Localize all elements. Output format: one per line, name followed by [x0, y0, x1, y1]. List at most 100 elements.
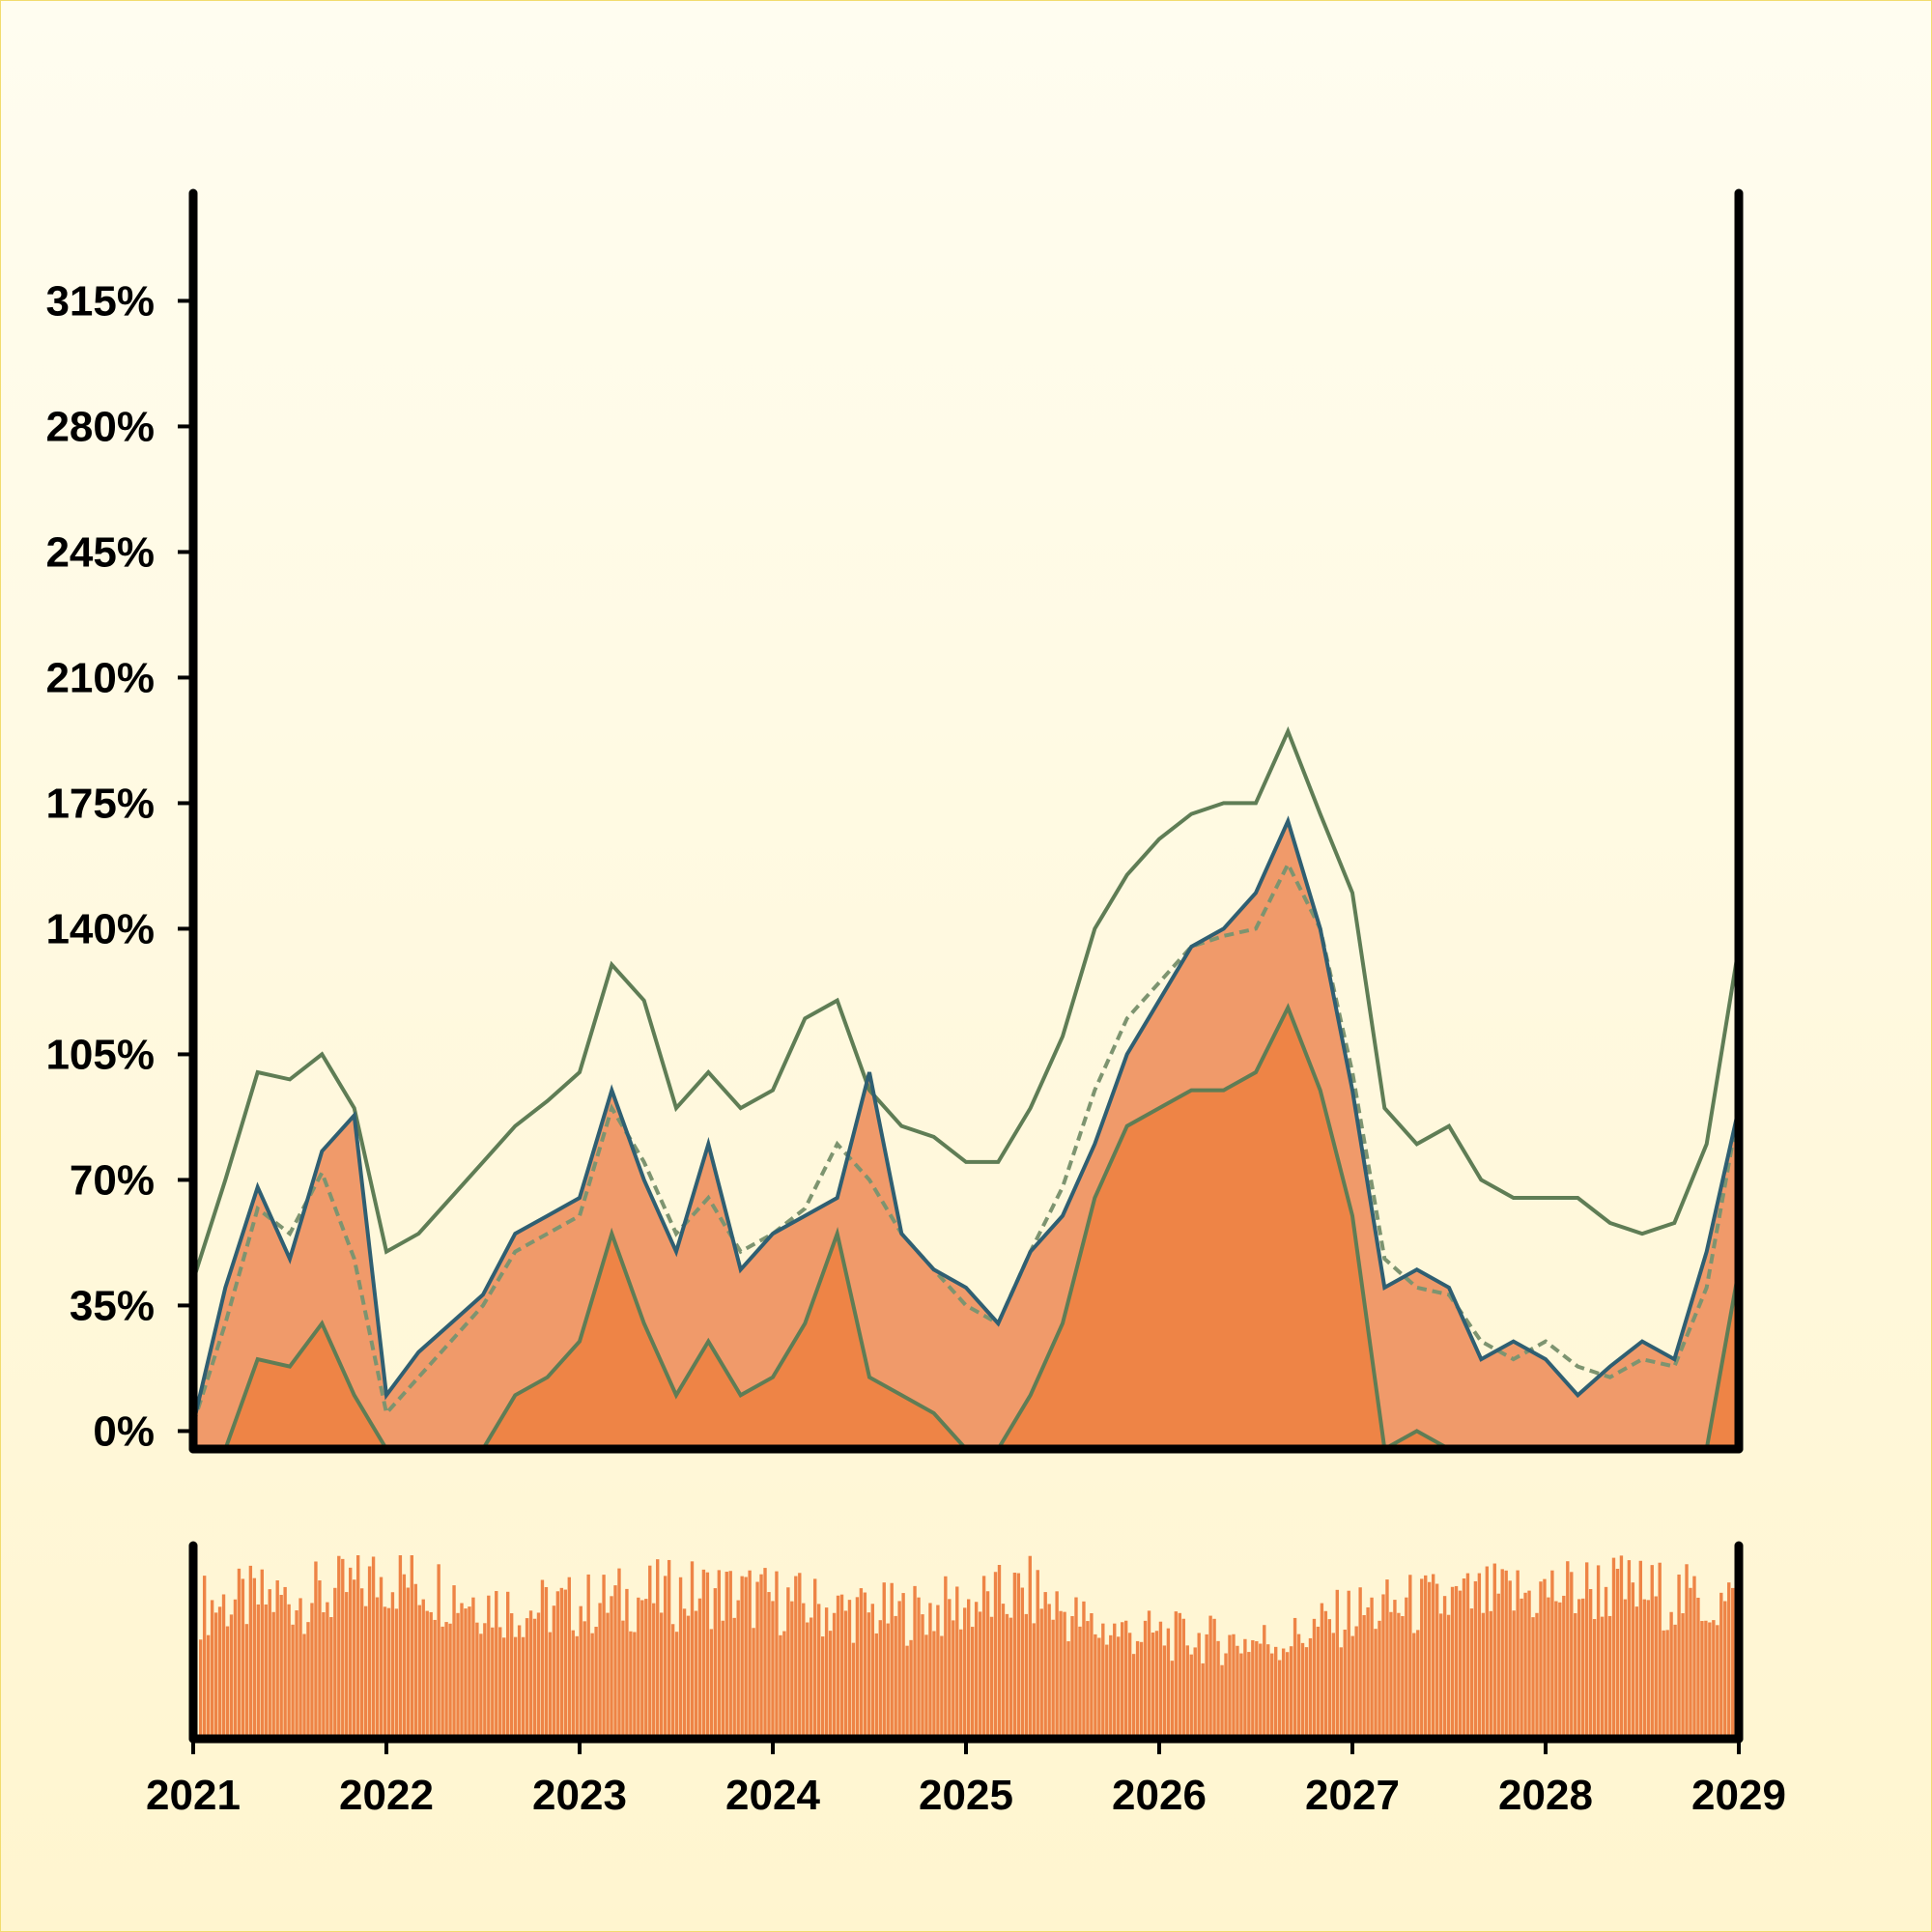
volume-bar [1327, 1619, 1332, 1739]
volume-bar [283, 1586, 287, 1739]
volume-bar [210, 1600, 214, 1739]
volume-bar [1189, 1654, 1193, 1739]
volume-bar [878, 1620, 882, 1739]
volume-bar [670, 1624, 675, 1739]
volume-bar [1520, 1598, 1523, 1739]
volume-bar [886, 1623, 890, 1739]
volume-bar [322, 1612, 326, 1739]
volume-bar [1094, 1634, 1097, 1739]
volume-bar [863, 1592, 867, 1739]
volume-bar [1239, 1653, 1243, 1739]
volume-bar [528, 1610, 533, 1739]
volume-bar [586, 1574, 590, 1739]
volume-bar [1158, 1621, 1163, 1739]
volume-bar [1293, 1617, 1297, 1739]
volume-bar [1662, 1630, 1665, 1739]
volume-bar [928, 1603, 932, 1739]
volume-bar [1378, 1620, 1381, 1739]
volume-bar [767, 1592, 771, 1739]
volume-bar [487, 1595, 491, 1739]
volume-bar [944, 1576, 948, 1739]
volume-bar [506, 1591, 510, 1739]
volume-bar [221, 1594, 226, 1739]
volume-bar [663, 1576, 668, 1739]
volume-bar [1009, 1617, 1013, 1739]
volume-bar [1228, 1634, 1232, 1739]
volume-bar [1611, 1557, 1616, 1739]
middle-band-line [191, 860, 1741, 1425]
volume-bar [1274, 1646, 1278, 1739]
volume-bar [244, 1624, 249, 1739]
volume-bar [1032, 1623, 1036, 1739]
volume-bar [229, 1614, 234, 1739]
volume-bar [298, 1598, 302, 1739]
volume-bar [575, 1635, 579, 1739]
volume-bar [1304, 1647, 1309, 1739]
volume-bar [1385, 1579, 1389, 1739]
volume-bar [1631, 1582, 1635, 1739]
volume-bar [379, 1577, 384, 1739]
volume-bar [1012, 1573, 1017, 1739]
volume-bar [836, 1595, 840, 1739]
volume-bar [390, 1592, 395, 1739]
volume-bar [1527, 1590, 1531, 1739]
volume-bar [874, 1633, 878, 1739]
volume-bar [1508, 1580, 1512, 1739]
volume-bar [345, 1592, 349, 1739]
volume-bar [475, 1622, 479, 1739]
volume-bar [1570, 1572, 1574, 1739]
volume-bar [1316, 1626, 1321, 1739]
volume-bar [686, 1615, 691, 1739]
volume-bar [1082, 1601, 1086, 1739]
volume-bar [859, 1588, 864, 1739]
volume-bar [206, 1634, 211, 1739]
volume-bar [1123, 1620, 1128, 1739]
volume-bar [1312, 1618, 1317, 1739]
volume-bar [394, 1608, 399, 1739]
volume-bar [839, 1594, 844, 1739]
volume-bar [241, 1578, 245, 1739]
volume-bar [440, 1626, 444, 1739]
volume-bar [1358, 1587, 1362, 1739]
volume-bar [1450, 1586, 1455, 1739]
volume-bar [1681, 1613, 1685, 1739]
volume-bar [314, 1561, 318, 1739]
volume-bar [790, 1601, 794, 1739]
volume-bar [548, 1632, 553, 1739]
volume-bar [678, 1577, 683, 1739]
volume-bar [302, 1634, 306, 1739]
volume-bar [1381, 1594, 1385, 1739]
volume-bar [974, 1602, 979, 1739]
volume-bar [1412, 1633, 1416, 1739]
volume-bar [1070, 1615, 1074, 1739]
volume-bar [1224, 1653, 1228, 1739]
volume-bar [202, 1576, 207, 1739]
price-line [191, 815, 1741, 1425]
volume-bar [371, 1556, 376, 1739]
volume-bar [901, 1593, 905, 1739]
volume-bar [1090, 1613, 1094, 1739]
volume-bar [755, 1581, 759, 1739]
volume-bar [701, 1569, 706, 1739]
volume-bar [1086, 1621, 1090, 1739]
volume-bar [721, 1620, 724, 1739]
volume-bar [1550, 1570, 1554, 1739]
volume-bar [1669, 1611, 1673, 1739]
volume-bar [1481, 1612, 1486, 1739]
y-tick-label: 105% [45, 1031, 155, 1078]
volume-bar [406, 1587, 411, 1739]
volume-bar [1623, 1599, 1628, 1739]
volume-bar [1005, 1613, 1009, 1739]
volume-bar [1658, 1562, 1662, 1739]
volume-bar [1066, 1641, 1070, 1739]
volume-bar [552, 1605, 556, 1739]
volume-bar [1055, 1591, 1059, 1739]
volume-bar [1370, 1597, 1374, 1739]
volume-bar [997, 1564, 1002, 1739]
volume-bar [1604, 1586, 1608, 1739]
volume-bar [1208, 1615, 1212, 1739]
volume-bar [1043, 1592, 1047, 1739]
volume-bar [521, 1636, 526, 1739]
volume-bar [590, 1633, 594, 1739]
volume-bar [970, 1627, 975, 1739]
